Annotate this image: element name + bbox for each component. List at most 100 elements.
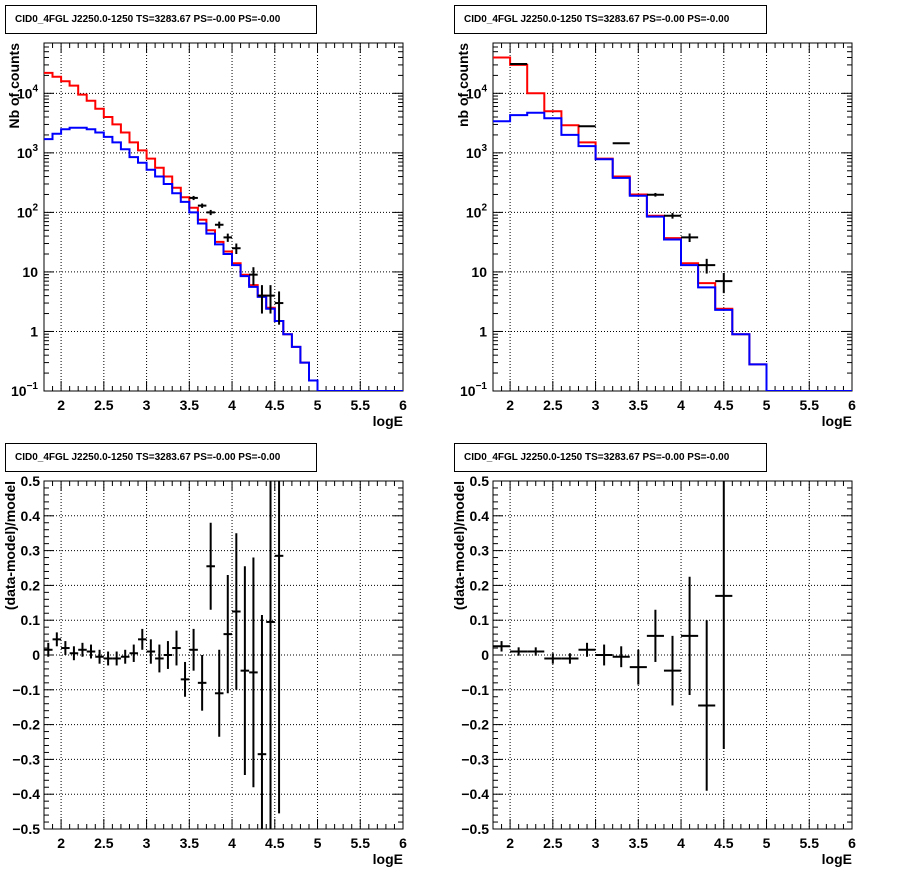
data-point bbox=[257, 285, 267, 314]
data-layer bbox=[493, 481, 733, 791]
y-tick-label: 0.2 bbox=[470, 577, 490, 593]
x-tick-label: 3 bbox=[592, 835, 600, 851]
y-tick-label: 104 bbox=[17, 83, 39, 101]
data-point bbox=[206, 209, 215, 216]
chart-panel-2: CID0_4FGL J2250.0-1250 TS=3283.67 PS=-0.… bbox=[454, 5, 856, 429]
y-tick-label: −0.1 bbox=[12, 682, 40, 698]
y-tick-label: 1 bbox=[30, 323, 38, 339]
residual-point bbox=[274, 481, 284, 814]
y-axis-title: (data-model)/model bbox=[451, 481, 467, 610]
x-tick-label: 2 bbox=[506, 397, 514, 413]
y-tick-label: 0.2 bbox=[21, 577, 41, 593]
x-tick-label: 3.5 bbox=[629, 397, 649, 413]
y-tick-label: 0.3 bbox=[470, 543, 490, 559]
chart-panel-4: CID0_4FGL J2250.0-1250 TS=3283.67 PS=-0.… bbox=[451, 443, 856, 867]
data-point bbox=[646, 192, 664, 197]
residual-point bbox=[663, 635, 682, 706]
chart-panel-1: CID0_4FGL J2250.0-1250 TS=3283.67 PS=-0.… bbox=[5, 5, 407, 429]
x-tick-label: 4.5 bbox=[714, 835, 734, 851]
x-tick-label: 5 bbox=[763, 835, 771, 851]
y-tick-label: −0.5 bbox=[461, 821, 489, 837]
residual-point bbox=[61, 641, 70, 655]
residual-point bbox=[249, 557, 258, 788]
x-tick-label: 2.5 bbox=[543, 397, 563, 413]
y-tick-label: 104 bbox=[466, 83, 488, 101]
residual-point bbox=[112, 651, 121, 666]
y-tick-label: −0.4 bbox=[461, 786, 489, 802]
residual-point bbox=[189, 628, 198, 671]
y-tick-label: −0.3 bbox=[461, 751, 489, 767]
y-tick-label: 0.1 bbox=[470, 612, 490, 628]
data-point bbox=[681, 233, 699, 243]
residual-point bbox=[257, 614, 267, 829]
residual-point bbox=[69, 646, 79, 661]
histogram-model-source bbox=[493, 111, 852, 391]
data-point bbox=[214, 221, 224, 229]
residual-point bbox=[180, 661, 190, 697]
residual-point bbox=[223, 574, 233, 694]
chart-title: CID0_4FGL J2250.0-1250 TS=3283.67 PS=-0.… bbox=[15, 452, 281, 463]
x-tick-label: 4 bbox=[677, 835, 685, 851]
x-tick-label: 2.5 bbox=[94, 835, 114, 851]
y-axis-title: nb of counts bbox=[455, 43, 471, 127]
residual-point bbox=[595, 644, 613, 666]
y-tick-label: 10−1 bbox=[460, 381, 487, 399]
y-tick-label: 0.3 bbox=[21, 543, 41, 559]
residual-point bbox=[510, 647, 528, 656]
residual-point bbox=[52, 632, 62, 647]
data-point bbox=[274, 291, 284, 325]
x-tick-label: 3.5 bbox=[180, 835, 200, 851]
residual-point bbox=[544, 653, 562, 664]
x-tick-label: 2.5 bbox=[543, 835, 563, 851]
x-tick-label: 4.5 bbox=[714, 397, 734, 413]
x-tick-label: 6 bbox=[399, 397, 407, 413]
x-tick-label: 3 bbox=[143, 397, 151, 413]
chart-panel-3: CID0_4FGL J2250.0-1250 TS=3283.67 PS=-0.… bbox=[2, 443, 407, 867]
residual-point bbox=[240, 566, 250, 776]
y-tick-label: 103 bbox=[466, 143, 488, 161]
y-tick-label: −0.1 bbox=[461, 682, 489, 698]
y-tick-label: 10 bbox=[471, 264, 487, 280]
chart-title-box: CID0_4FGL J2250.0-1250 TS=3283.67 PS=-0.… bbox=[5, 5, 317, 34]
y-tick-label: 10−1 bbox=[11, 381, 38, 399]
residual-point bbox=[266, 481, 275, 829]
chart-title-box: CID0_4FGL J2250.0-1250 TS=3283.67 PS=-0.… bbox=[5, 443, 317, 472]
residual-point bbox=[138, 628, 147, 650]
x-axis-title: logE bbox=[822, 413, 852, 429]
x-tick-label: 3.5 bbox=[180, 397, 200, 413]
x-tick-label: 6 bbox=[848, 397, 856, 413]
x-tick-label: 2 bbox=[57, 835, 65, 851]
data-point bbox=[189, 195, 198, 201]
residual-point bbox=[172, 630, 181, 666]
chart-title: CID0_4FGL J2250.0-1250 TS=3283.67 PS=-0.… bbox=[15, 14, 281, 25]
x-tick-label: 5 bbox=[314, 835, 322, 851]
x-axis-title: logE bbox=[373, 413, 403, 429]
y-tick-label: 103 bbox=[17, 143, 39, 161]
plot-frame bbox=[43, 42, 404, 392]
residual-point bbox=[214, 649, 224, 737]
data-point bbox=[663, 213, 682, 219]
residual-point bbox=[578, 642, 596, 657]
x-axis-title: logE bbox=[822, 851, 852, 867]
residual-point bbox=[561, 653, 579, 664]
data-point bbox=[698, 258, 716, 274]
x-tick-label: 5 bbox=[314, 397, 322, 413]
x-tick-label: 5.5 bbox=[351, 835, 371, 851]
data-point bbox=[249, 267, 258, 286]
residual-point bbox=[103, 651, 113, 666]
y-tick-label: 1 bbox=[479, 323, 487, 339]
chart-title-frame bbox=[5, 443, 317, 472]
residual-point bbox=[129, 644, 139, 662]
y-axis-title: (data-model)/model bbox=[2, 481, 18, 610]
residual-point bbox=[95, 649, 104, 664]
data-point bbox=[266, 285, 275, 314]
y-tick-label: −0.3 bbox=[12, 751, 40, 767]
x-tick-label: 5 bbox=[763, 397, 771, 413]
y-tick-label: 0.5 bbox=[470, 473, 490, 489]
x-axis-title: logE bbox=[373, 851, 403, 867]
x-tick-label: 4 bbox=[228, 397, 236, 413]
residual-point bbox=[493, 641, 511, 652]
chart-title-frame bbox=[454, 443, 767, 472]
y-tick-label: 0.5 bbox=[21, 473, 41, 489]
x-tick-label: 6 bbox=[848, 835, 856, 851]
